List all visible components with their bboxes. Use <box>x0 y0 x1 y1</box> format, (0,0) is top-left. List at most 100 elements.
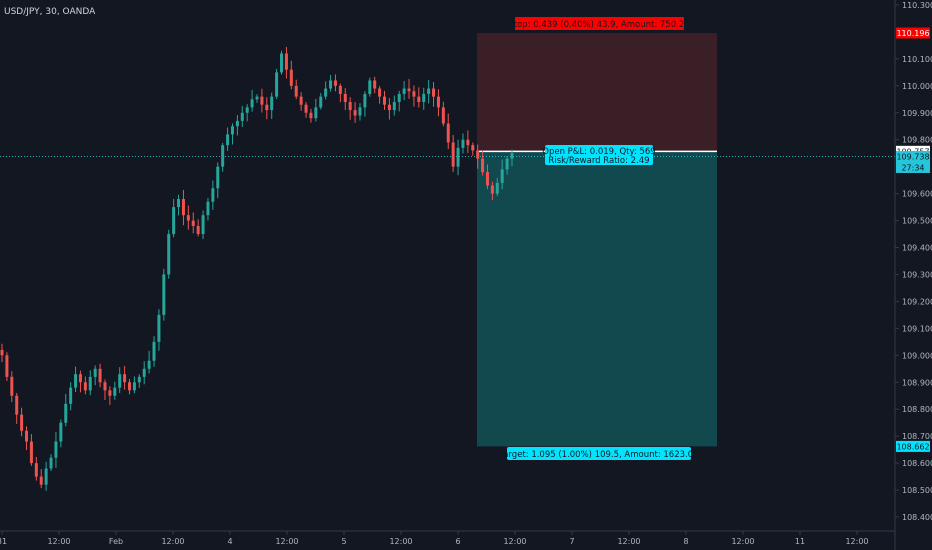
candle-body <box>230 126 234 135</box>
candle-body <box>397 93 401 103</box>
take-profit-zone[interactable] <box>477 151 717 447</box>
candle-body <box>383 96 386 105</box>
candle-body <box>348 102 352 111</box>
candle-body <box>64 403 68 423</box>
candle-body <box>314 107 318 119</box>
pnl-text: Open P&L: 0.019, Qty: 569 <box>542 147 655 157</box>
candle-body <box>353 110 357 116</box>
candle-body <box>221 145 225 167</box>
candle-body <box>289 69 293 86</box>
time-tick-label: 4 <box>227 537 232 546</box>
price-tick-label: 109.200 <box>902 297 932 306</box>
candle-body <box>0 349 4 356</box>
candle-body <box>172 207 176 235</box>
candle-body <box>123 374 127 383</box>
time-axis[interactable]: 31 12:00 Feb 12:00 4 12:00 5 12:00 6 12:00 7 12:00 8… <box>0 531 869 546</box>
candle-body <box>235 120 239 127</box>
candle-body <box>333 80 337 86</box>
candle-body <box>103 382 107 391</box>
price-tick-label: 108.500 <box>902 486 932 495</box>
candle-body <box>368 80 372 94</box>
candle-body <box>196 225 200 235</box>
candle-body <box>132 382 136 391</box>
time-tick-label: 12:00 <box>617 537 640 546</box>
candle-body <box>5 355 9 377</box>
current-price-badge-bg <box>896 150 930 173</box>
candle-body <box>446 123 450 143</box>
stop-loss-zone[interactable] <box>477 33 717 152</box>
candle-body <box>481 158 485 173</box>
candle-body <box>10 376 14 396</box>
price-tick-label: 109.400 <box>902 244 932 253</box>
candle-body <box>54 441 58 458</box>
price-tick-label: 108.700 <box>902 432 932 441</box>
candle-body <box>265 104 269 111</box>
candle-body <box>69 387 73 404</box>
time-tick-label: 7 <box>569 537 574 546</box>
candle-body <box>441 107 445 124</box>
price-axis[interactable]: 110.300 110.100 110.000 109.900 109.800 109.6… <box>895 1 932 522</box>
price-tick-label: 109.900 <box>902 109 932 118</box>
candle-body <box>88 376 92 391</box>
target-price-badge: 108.662 <box>896 440 930 452</box>
candle-body <box>407 88 411 92</box>
candle-body <box>34 463 38 477</box>
pnl-info-label: Open P&L: 0.019, Qty: 569 Risk/Reward Ra… <box>542 145 656 166</box>
price-tick-label: 109.500 <box>902 217 932 226</box>
target-info-label: Target: 1.095 (1.00%) 109.5, Amount: 162… <box>498 447 699 460</box>
price-tick-label: 108.900 <box>902 378 932 387</box>
price-tick-label: 108.400 <box>902 513 932 522</box>
candle-series <box>0 47 514 491</box>
candle-body <box>270 96 274 111</box>
candle-body <box>93 368 97 377</box>
candle-body <box>152 341 156 361</box>
candle-body <box>294 85 298 97</box>
candle-body <box>147 360 151 369</box>
candle-body <box>485 172 489 186</box>
time-tick-label: 12:00 <box>845 537 868 546</box>
candle-body <box>240 112 244 121</box>
time-tick-label: 8 <box>683 537 688 546</box>
current-price-badge: 109.738 27:34 <box>896 150 930 173</box>
candle-body <box>128 382 131 391</box>
candle-body <box>461 139 465 148</box>
candle-body <box>83 382 87 391</box>
candle-body <box>378 88 382 97</box>
candle-body <box>500 169 504 183</box>
time-tick-label: 6 <box>455 537 460 546</box>
stop-price-badge: 110.196 <box>896 27 930 39</box>
candle-body <box>471 145 475 151</box>
candle-body <box>49 457 53 469</box>
stop-price-badge-text: 110.196 <box>896 29 929 38</box>
candle-body <box>309 112 313 119</box>
candle-body <box>427 88 431 94</box>
candle-body <box>118 374 122 388</box>
candle-body <box>186 215 190 221</box>
time-tick-label: 11 <box>795 537 805 546</box>
candle-body <box>363 93 367 108</box>
current-price-badge-text: 109.738 <box>896 152 929 161</box>
candle-body <box>324 88 328 97</box>
candle-body <box>495 182 499 194</box>
candle-body <box>98 368 102 383</box>
time-tick-label: 12:00 <box>503 537 526 546</box>
price-tick-label: 109.100 <box>902 324 932 333</box>
time-tick-label: 31 <box>0 537 7 546</box>
stop-info-label: Stop: 0.439 (0.40%) 43.9, Amount: 750.21 <box>508 17 690 30</box>
candle-body <box>392 102 396 111</box>
candle-body <box>260 96 264 105</box>
candle-body <box>275 72 279 97</box>
price-tick-label: 109.300 <box>902 270 932 279</box>
candle-body <box>44 468 48 485</box>
candle-body <box>338 85 342 94</box>
target-price-badge-text: 108.662 <box>896 442 929 451</box>
time-tick-label: 12:00 <box>161 537 184 546</box>
candle-body <box>358 107 362 116</box>
price-tick-label: 110.100 <box>902 55 932 64</box>
time-tick-label: 12:00 <box>731 537 754 546</box>
stop-info-bg <box>515 17 684 30</box>
price-tick-label: 110.000 <box>902 82 932 91</box>
candle-body <box>181 199 185 216</box>
